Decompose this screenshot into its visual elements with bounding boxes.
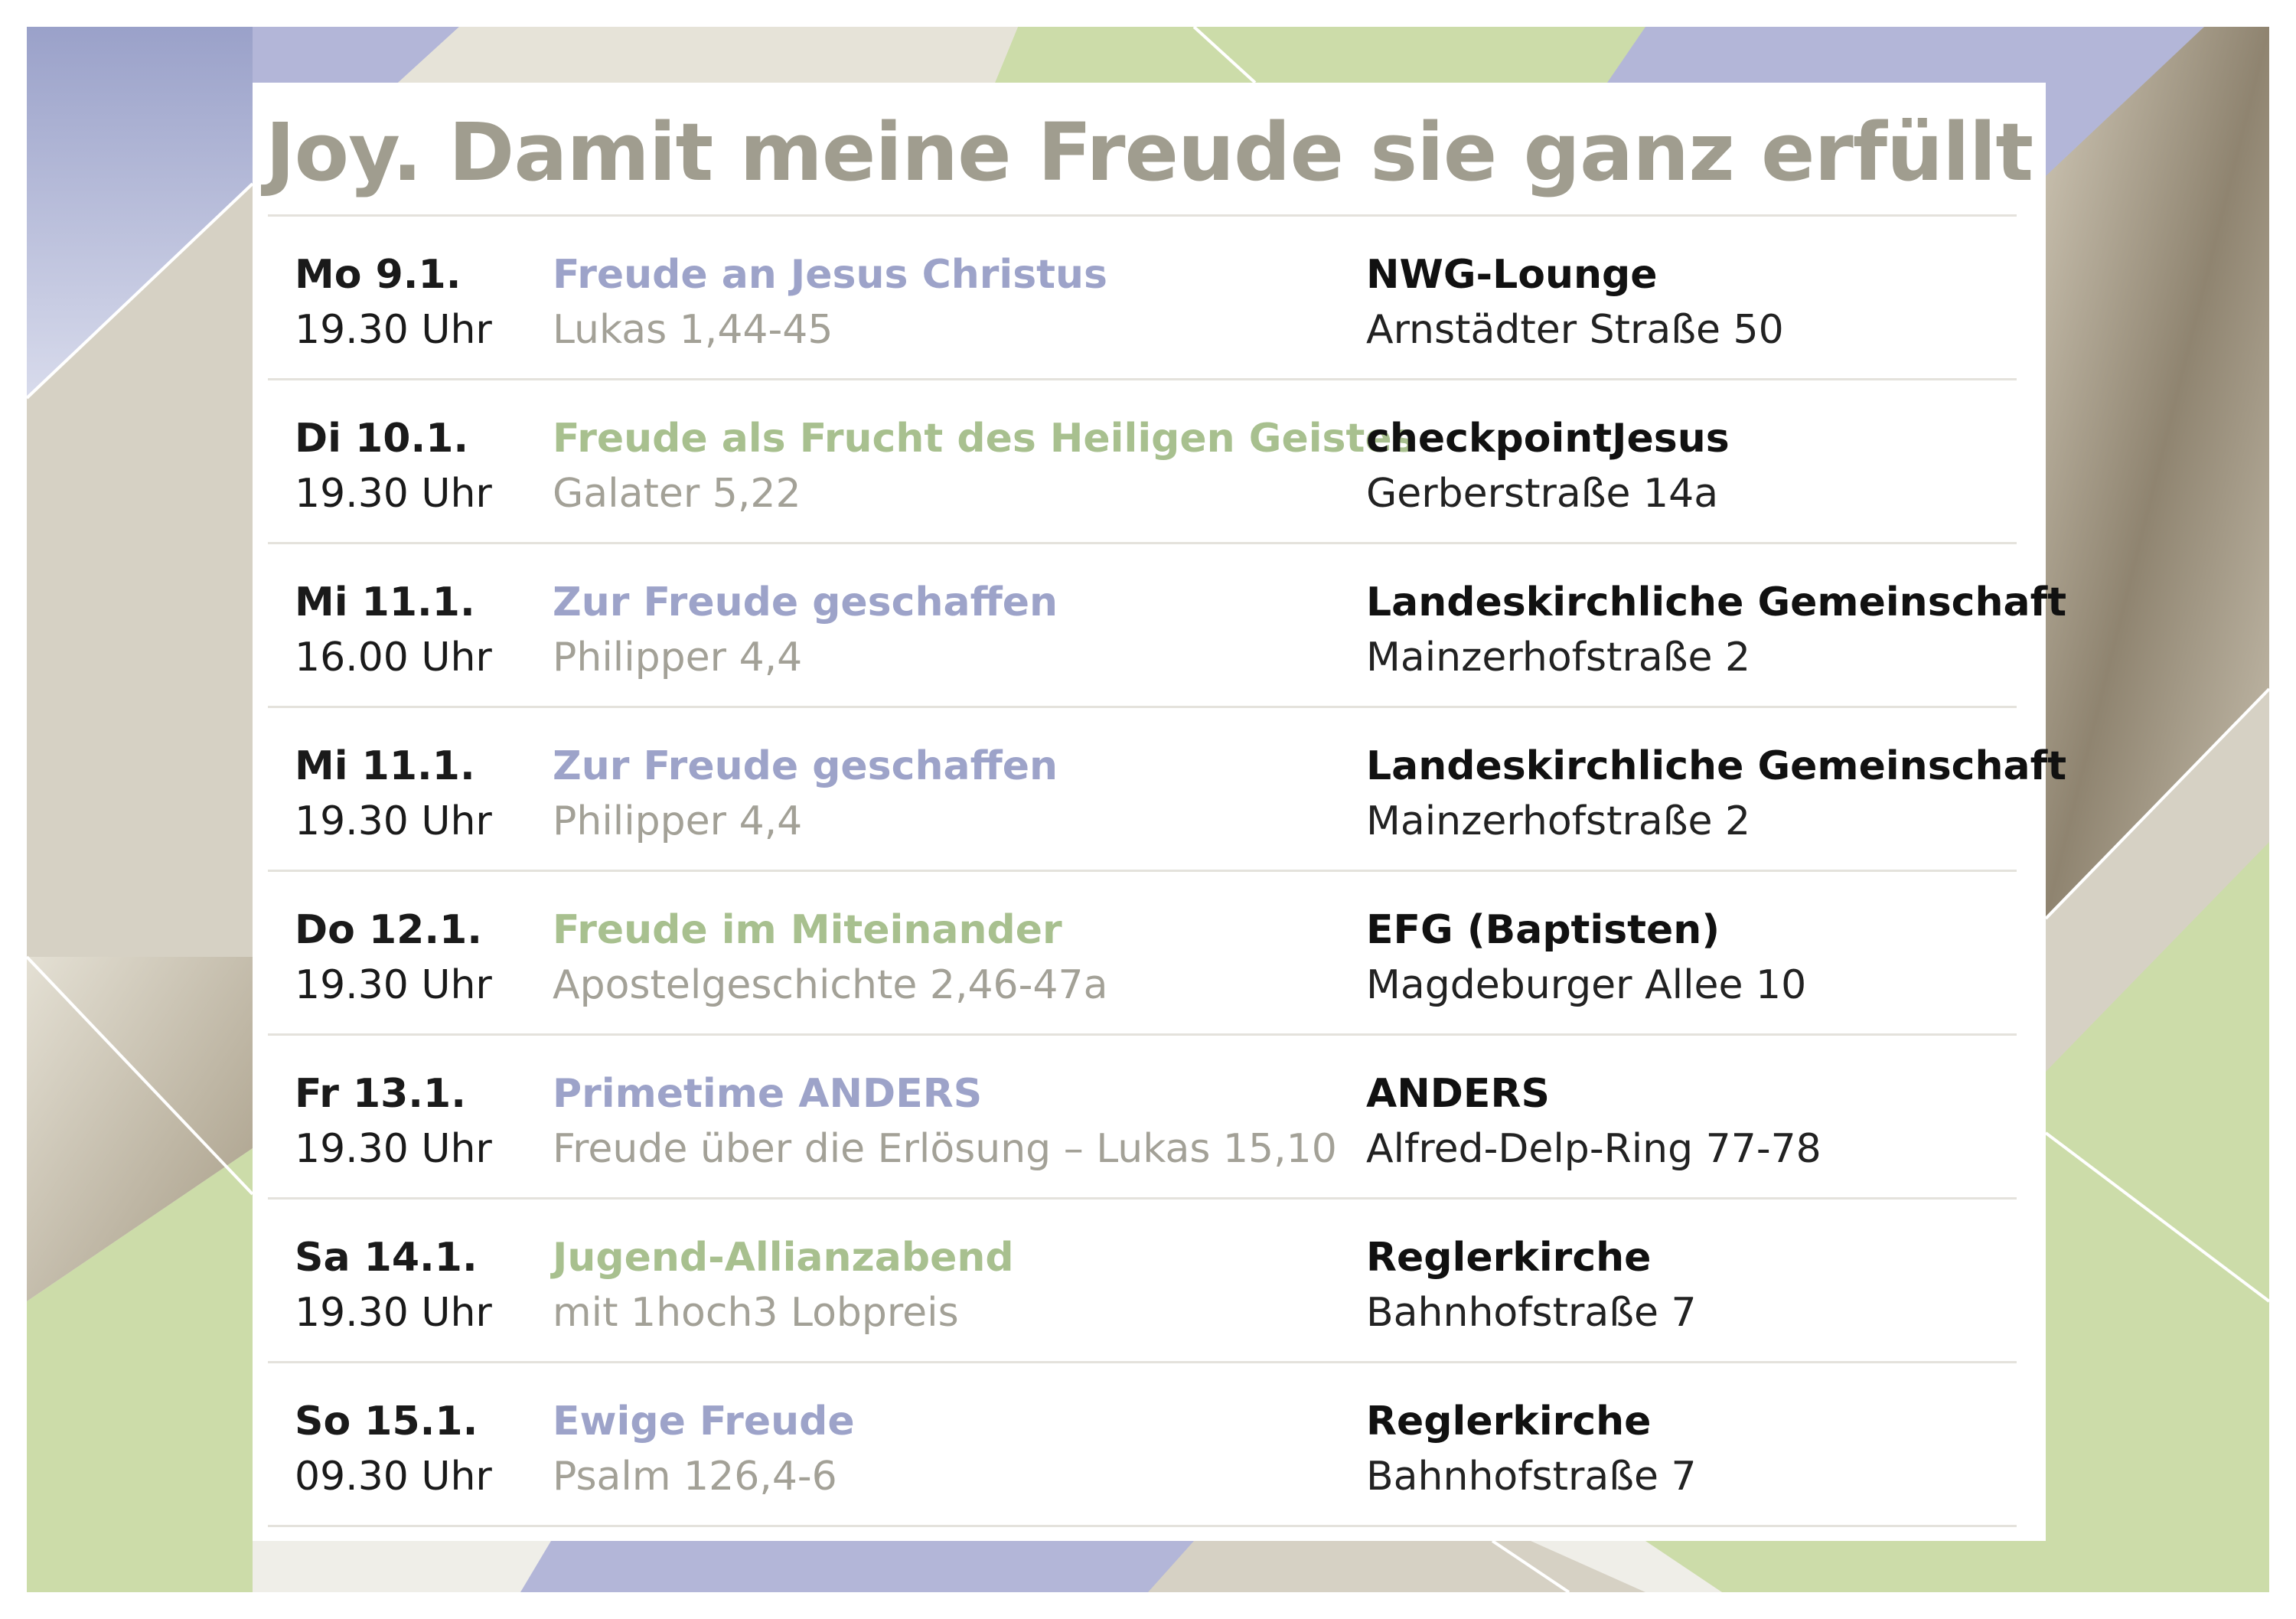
event-venue: EFG (Baptisten) (1366, 907, 1720, 953)
event-topic-block: Primetime ANDERS Freude über die Erlösun… (553, 1066, 1337, 1177)
event-reference: Psalm 126,4-6 (553, 1454, 837, 1500)
event-location: Reglerkirche Bahnhofstraße 7 (1366, 1230, 1697, 1340)
event-datetime: Di 10.1. 19.30 Uhr (295, 411, 492, 521)
event-topic: Freude als Frucht des Heiligen Geistes (553, 416, 1416, 462)
title-divider (268, 214, 2017, 217)
page-title: Joy. Damit meine Freude sie ganz erfüllt (265, 106, 2033, 199)
event-address: Mainzerhofstraße 2 (1366, 635, 1751, 681)
event-venue: Reglerkirche (1366, 1399, 1652, 1444)
event-day: Mi 11.1. (295, 743, 475, 789)
event-datetime: So 15.1. 09.30 Uhr (295, 1394, 492, 1504)
event-location: EFG (Baptisten) Magdeburger Allee 10 (1366, 903, 1806, 1013)
event-datetime: Mi 11.1. 16.00 Uhr (295, 575, 492, 685)
event-topic: Zur Freude geschaffen (553, 743, 1058, 789)
event-venue: Landeskirchliche Gemeinschaft (1366, 743, 2067, 789)
event-time: 19.30 Uhr (295, 962, 492, 1008)
event-datetime: Sa 14.1. 19.30 Uhr (295, 1230, 492, 1340)
event-row: Fr 13.1. 19.30 Uhr Primetime ANDERS Freu… (268, 1036, 2017, 1200)
event-time: 19.30 Uhr (295, 798, 492, 844)
event-time: 19.30 Uhr (295, 1126, 492, 1172)
event-venue: Landeskirchliche Gemeinschaft (1366, 579, 2067, 625)
event-topic: Zur Freude geschaffen (553, 579, 1058, 625)
event-row: Sa 14.1. 19.30 Uhr Jugend-Allianzabend m… (268, 1200, 2017, 1363)
event-reference: mit 1hoch3 Lobpreis (553, 1290, 959, 1336)
event-day: Mo 9.1. (295, 252, 461, 298)
event-topic-block: Freude an Jesus Christus Lukas 1,44-45 (553, 247, 1107, 357)
event-datetime: Mi 11.1. 19.30 Uhr (295, 739, 492, 849)
event-day: Do 12.1. (295, 907, 483, 953)
schedule-panel: Joy. Damit meine Freude sie ganz erfüllt… (253, 83, 2066, 1541)
event-venue: NWG-Lounge (1366, 252, 1658, 298)
event-address: Bahnhofstraße 7 (1366, 1454, 1697, 1500)
event-row: Do 12.1. 19.30 Uhr Freude im Miteinander… (268, 872, 2017, 1036)
event-datetime: Mo 9.1. 19.30 Uhr (295, 247, 492, 357)
event-reference: Philipper 4,4 (553, 798, 803, 844)
event-location: Landeskirchliche Gemeinschaft Mainzerhof… (1366, 575, 2066, 685)
event-row: So 15.1. 09.30 Uhr Ewige Freude Psalm 12… (268, 1363, 2017, 1527)
event-day: Di 10.1. (295, 416, 469, 462)
event-topic: Ewige Freude (553, 1399, 855, 1444)
event-location: ANDERS Alfred-Delp-Ring 77-78 (1366, 1066, 1821, 1177)
event-venue: ANDERS (1366, 1071, 1550, 1117)
event-day: Fr 13.1. (295, 1071, 466, 1117)
event-address: Magdeburger Allee 10 (1366, 962, 1807, 1008)
event-location: checkpointJesus Gerberstraße 14a (1366, 411, 1730, 521)
event-topic-block: Freude im Miteinander Apostelgeschichte … (553, 903, 1107, 1013)
event-topic: Freude im Miteinander (553, 907, 1062, 953)
event-venue: checkpointJesus (1366, 416, 1730, 462)
event-address: Mainzerhofstraße 2 (1366, 798, 1751, 844)
event-location: Landeskirchliche Gemeinschaft Mainzerhof… (1366, 739, 2066, 849)
event-datetime: Fr 13.1. 19.30 Uhr (295, 1066, 492, 1177)
event-address: Bahnhofstraße 7 (1366, 1290, 1697, 1336)
event-time: 19.30 Uhr (295, 307, 492, 353)
event-reference: Lukas 1,44-45 (553, 307, 833, 353)
event-topic: Primetime ANDERS (553, 1071, 983, 1117)
event-address: Gerberstraße 14a (1366, 471, 1719, 517)
event-day: Mi 11.1. (295, 579, 475, 625)
event-topic-block: Jugend-Allianzabend mit 1hoch3 Lobpreis (553, 1230, 1014, 1340)
event-time: 16.00 Uhr (295, 635, 492, 681)
event-reference: Philipper 4,4 (553, 635, 803, 681)
event-row: Mi 11.1. 16.00 Uhr Zur Freude geschaffen… (268, 544, 2066, 708)
event-topic-block: Freude als Frucht des Heiligen Geistes G… (553, 411, 1416, 521)
event-reference: Apostelgeschichte 2,46-47a (553, 962, 1108, 1008)
event-day: So 15.1. (295, 1399, 478, 1444)
event-reference: Galater 5,22 (553, 471, 801, 517)
event-row: Di 10.1. 19.30 Uhr Freude als Frucht des… (268, 380, 2017, 544)
event-row: Mi 11.1. 19.30 Uhr Zur Freude geschaffen… (268, 708, 2066, 872)
event-topic: Freude an Jesus Christus (553, 252, 1108, 298)
event-row: Mo 9.1. 19.30 Uhr Freude an Jesus Christ… (268, 217, 2017, 380)
event-topic-block: Zur Freude geschaffen Philipper 4,4 (553, 575, 1058, 685)
event-time: 19.30 Uhr (295, 471, 492, 517)
event-time: 19.30 Uhr (295, 1290, 492, 1336)
event-reference: Freude über die Erlösung – Lukas 15,10 (553, 1126, 1337, 1172)
event-location: NWG-Lounge Arnstädter Straße 50 (1366, 247, 1784, 357)
event-datetime: Do 12.1. 19.30 Uhr (295, 903, 492, 1013)
event-address: Arnstädter Straße 50 (1366, 307, 1784, 353)
event-topic-block: Ewige Freude Psalm 126,4-6 (553, 1394, 855, 1504)
event-topic: Jugend-Allianzabend (553, 1235, 1014, 1281)
event-venue: Reglerkirche (1366, 1235, 1652, 1281)
event-address: Alfred-Delp-Ring 77-78 (1366, 1126, 1821, 1172)
event-day: Sa 14.1. (295, 1235, 478, 1281)
event-topic-block: Zur Freude geschaffen Philipper 4,4 (553, 739, 1058, 849)
event-location: Reglerkirche Bahnhofstraße 7 (1366, 1394, 1697, 1504)
event-time: 09.30 Uhr (295, 1454, 492, 1500)
event-list: Mo 9.1. 19.30 Uhr Freude an Jesus Christ… (268, 217, 2066, 1527)
